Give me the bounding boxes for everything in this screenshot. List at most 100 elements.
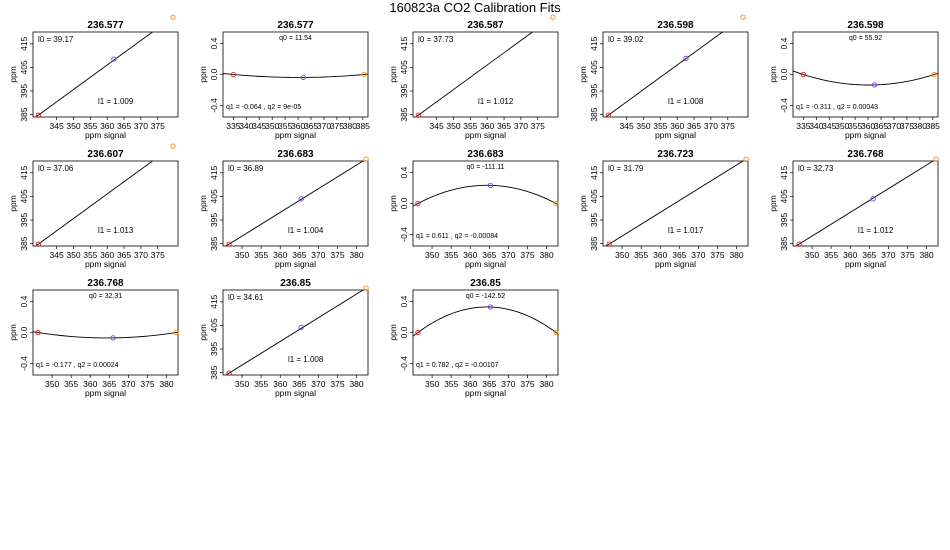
- x-tick-label: 365: [874, 121, 888, 131]
- y-tick-label: 0.0: [779, 68, 789, 80]
- y-axis-label: ppm: [198, 195, 208, 212]
- fit-annotation-l1: l1 = 1.009: [98, 97, 134, 106]
- y-tick-label: 0.4: [779, 37, 789, 49]
- x-tick-label: 380: [159, 379, 173, 389]
- x-tick-label: 350: [615, 250, 629, 260]
- x-tick-label: 365: [304, 121, 318, 131]
- x-tick-label: 350: [446, 121, 460, 131]
- panel-title: 236.768: [847, 149, 884, 160]
- x-tick-label: 355: [83, 121, 97, 131]
- chart-panel: 236.577 345 350 355 360 365 370 375 385 395 405 415…: [8, 14, 179, 140]
- plot-frame: [602, 160, 749, 247]
- plot-data: [35, 32, 154, 117]
- x-tick-label: 345: [50, 121, 64, 131]
- chart-panel: 236.577 335340345350355360365370375380385…: [198, 20, 370, 140]
- data-point: [363, 156, 369, 162]
- x-tick-label: 335: [796, 121, 810, 131]
- fit-line: [605, 32, 724, 117]
- plot-data: [223, 73, 368, 78]
- fit-annotation-l0: l0 = 34.61: [228, 293, 264, 302]
- plot-data: [225, 161, 364, 246]
- y-tick-label: 415: [209, 294, 219, 308]
- x-tick-label: 355: [463, 121, 477, 131]
- y-axis-label: ppm: [768, 195, 778, 212]
- x-axis-label: ppm signal: [465, 388, 506, 398]
- y-tick-label: 405: [209, 189, 219, 203]
- y-tick-label: 405: [209, 318, 219, 332]
- fit-line: [415, 32, 534, 117]
- fit-annotation-l1: l1 = 1.017: [668, 226, 704, 235]
- y-tick-label: 405: [589, 189, 599, 203]
- x-tick-label: 350: [265, 121, 279, 131]
- data-point: [298, 324, 304, 330]
- y-tick-label: 415: [19, 36, 29, 50]
- fit-annotation-l0: l0 = 36.89: [228, 164, 264, 173]
- fit-annotation-l0: l0 = 37.06: [38, 164, 74, 173]
- y-tick-label: 415: [589, 36, 599, 50]
- x-tick-label: 370: [134, 250, 148, 260]
- x-tick-label: 355: [83, 250, 97, 260]
- y-tick-label: 395: [19, 84, 29, 98]
- x-tick-label: 340: [239, 121, 253, 131]
- data-point: [743, 156, 749, 162]
- x-tick-label: 365: [497, 121, 511, 131]
- fit-curve: [793, 70, 938, 86]
- data-point: [111, 56, 117, 62]
- y-axis-label: ppm: [768, 66, 778, 83]
- x-axis-label: ppm signal: [85, 388, 126, 398]
- y-tick-label: 0.4: [399, 295, 409, 307]
- data-point: [931, 71, 937, 78]
- figure-title: 160823a CO2 Calibration Fits: [389, 0, 561, 15]
- x-tick-label: 360: [291, 121, 305, 131]
- x-tick-label: 370: [121, 379, 135, 389]
- x-tick-label: 355: [254, 250, 268, 260]
- data-point: [35, 241, 42, 247]
- y-tick-label: -0.4: [209, 98, 219, 113]
- fit-annotation-q0: q0 = 11.54: [279, 35, 312, 42]
- chart-panel: 236.768 350 355 360 365 370 375 380 385 395 405 415…: [768, 149, 939, 269]
- fit-annotation-l1: l1 = 1.012: [478, 97, 514, 106]
- x-tick-label: 375: [140, 379, 154, 389]
- data-point: [363, 285, 369, 291]
- chart-panel: 236.607 345 350 355 360 365 370 375 385 395 405 415…: [8, 143, 179, 269]
- y-tick-label: 405: [779, 189, 789, 203]
- x-tick-label: 380: [729, 250, 743, 260]
- x-tick-label: 350: [805, 250, 819, 260]
- data-point: [683, 55, 689, 62]
- x-tick-label: 365: [482, 250, 496, 260]
- x-tick-label: 365: [482, 379, 496, 389]
- y-axis-label: ppm: [8, 66, 18, 83]
- x-axis-label: ppm signal: [845, 130, 886, 140]
- y-tick-label: 395: [399, 84, 409, 98]
- data-point: [230, 71, 237, 78]
- data-point: [933, 156, 939, 162]
- y-tick-label: 415: [19, 165, 29, 179]
- y-tick-label: 0.4: [19, 295, 29, 307]
- plot-frame: [32, 31, 179, 118]
- x-tick-label: 350: [425, 379, 439, 389]
- x-axis-label: ppm signal: [465, 259, 506, 269]
- fit-line: [795, 161, 934, 246]
- x-tick-label: 355: [254, 379, 268, 389]
- panel-title: 236.598: [657, 20, 694, 31]
- data-point: [487, 182, 494, 188]
- x-tick-label: 355: [444, 379, 458, 389]
- fit-curve: [413, 306, 558, 337]
- x-tick-label: 370: [501, 379, 515, 389]
- y-tick-label: 385: [19, 236, 29, 250]
- x-tick-label: 365: [862, 250, 876, 260]
- x-tick-label: 350: [235, 379, 249, 389]
- fit-line: [35, 32, 154, 117]
- y-tick-label: 0.4: [209, 37, 219, 49]
- x-tick-label: 360: [83, 379, 97, 389]
- x-tick-label: 370: [514, 121, 528, 131]
- data-point: [871, 82, 878, 88]
- plot-data: [415, 32, 534, 117]
- y-tick-label: 405: [399, 60, 409, 74]
- fit-annotation-l1: l1 = 1.013: [98, 226, 134, 235]
- x-tick-label: 345: [620, 121, 634, 131]
- y-tick-label: 405: [19, 189, 29, 203]
- fit-line: [605, 161, 744, 246]
- fit-annotation-l0: l0 = 37.73: [418, 35, 454, 44]
